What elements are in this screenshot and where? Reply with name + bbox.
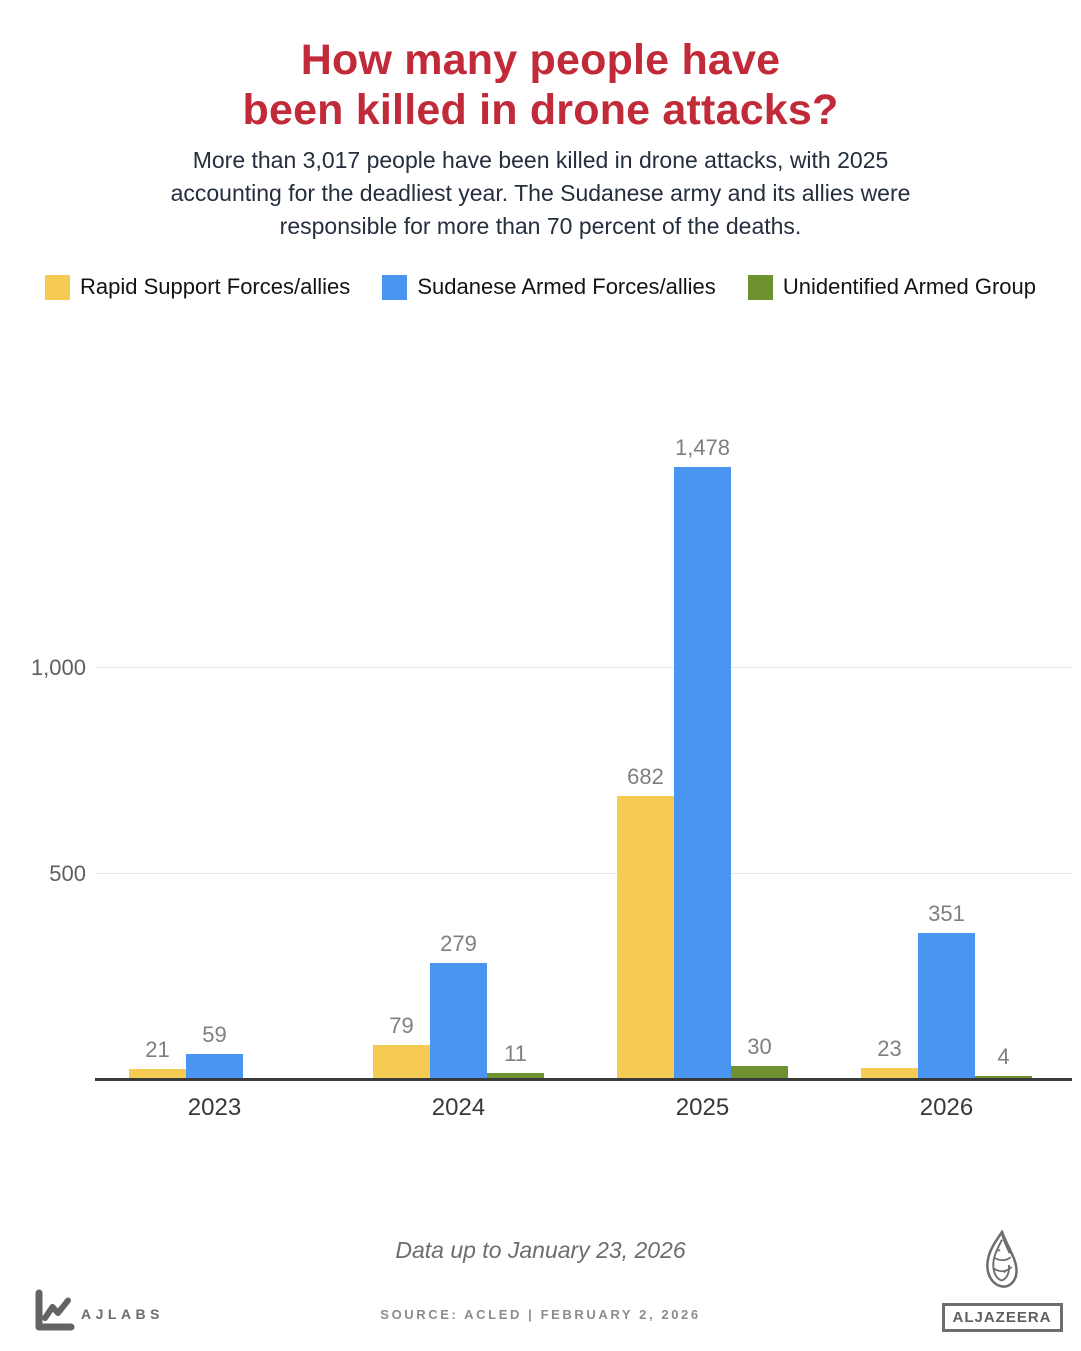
bar-2024-series-2	[487, 1073, 544, 1078]
bar-2026-series-0	[861, 1068, 918, 1078]
y-axis-tick-label: 500	[49, 861, 86, 887]
legend-item-0: Rapid Support Forces/allies	[45, 274, 350, 300]
ajlabs-logo: AJLABS	[33, 1288, 164, 1339]
gridline-500	[95, 873, 1072, 875]
legend-item-2: Unidentified Armed Group	[747, 274, 1036, 300]
x-axis-label-2023: 2023	[187, 1094, 242, 1121]
legend-label: Sudanese Armed Forces/allies	[417, 274, 716, 299]
ajlabs-wordmark: AJLABS	[81, 1305, 165, 1322]
page-title: How many people have been killed in dron…	[242, 36, 839, 134]
bar-value-label: 30	[747, 1034, 772, 1059]
bar-value-label: 11	[504, 1041, 527, 1066]
bar-value-label: 279	[440, 931, 477, 956]
gridline-1,000	[95, 666, 1072, 668]
bar-2023-series-1	[186, 1054, 243, 1078]
bar-value-label: 682	[627, 764, 664, 789]
legend-swatch	[382, 274, 408, 300]
chart-legend: Rapid Support Forces/allies Sudanese Arme…	[45, 274, 1036, 300]
data-note: Data up to January 23, 2026	[395, 1237, 686, 1263]
bar-2025-series-2	[731, 1066, 788, 1078]
legend-swatch	[45, 274, 70, 300]
bar-value-label: 79	[389, 1013, 414, 1038]
bar-value-label: 351	[928, 901, 965, 926]
bar-value-label: 23	[877, 1036, 902, 1061]
bar-value-label: 4	[997, 1044, 1010, 1069]
bar-2026-series-2	[975, 1076, 1032, 1078]
page-subtitle: More than 3,017 people have been killed …	[170, 147, 911, 239]
x-axis-line	[95, 1078, 1072, 1081]
source-line: SOURCE: ACLED | FEBRUARY 2, 2026	[380, 1307, 701, 1322]
bar-2025-series-1	[674, 467, 731, 1078]
bar-2023-series-0	[129, 1069, 186, 1078]
bar-value-label: 1,478	[674, 435, 731, 460]
aljazeera-flame-icon	[980, 1229, 1024, 1299]
aljazeera-wordmark: ALJAZEERA	[941, 1303, 1063, 1332]
bar-2025-series-0	[617, 796, 674, 1078]
bar-2026-series-1	[918, 933, 975, 1078]
bar-chart: 500 1,000 21 59 2023 79 279 11 2024 682 1,478 30 202…	[31, 420, 1072, 1121]
aljazeera-logo: ALJAZEERA	[941, 1229, 1063, 1332]
x-axis-label-2026: 2026	[919, 1094, 974, 1121]
y-axis-tick-label: 1,000	[30, 654, 86, 680]
x-axis-label-2025: 2025	[675, 1094, 730, 1121]
bar-2024-series-0	[373, 1045, 430, 1078]
legend-label: Unidentified Armed Group	[782, 274, 1036, 299]
ajlabs-chart-icon	[33, 1288, 75, 1339]
bar-value-label: 21	[145, 1037, 170, 1062]
legend-swatch	[747, 274, 773, 300]
legend-label: Rapid Support Forces/allies	[80, 274, 351, 299]
legend-item-1: Sudanese Armed Forces/allies	[382, 274, 716, 300]
plot-area: 500 1,000 21 59 2023 79 279 11 2024 682 1,478 30 202…	[31, 420, 1072, 1121]
x-axis-label-2024: 2024	[431, 1094, 486, 1121]
bar-2024-series-1	[430, 963, 487, 1078]
bar-value-label: 59	[202, 1022, 227, 1047]
